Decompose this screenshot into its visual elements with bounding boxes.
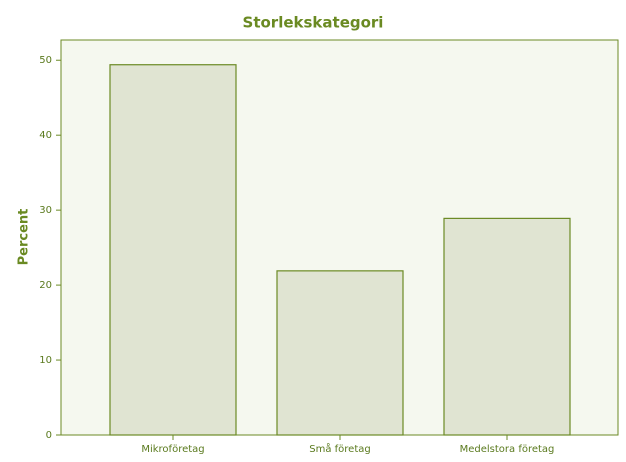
y-tick-label: 0 bbox=[46, 430, 52, 441]
bar bbox=[443, 217, 571, 436]
y-axis-label: Percent bbox=[17, 209, 32, 266]
x-tick-label: Små företag bbox=[309, 442, 370, 455]
chart-title: Storlekskategori bbox=[243, 14, 384, 32]
y-tick-label: 10 bbox=[39, 355, 52, 366]
y-tick-label: 40 bbox=[39, 130, 52, 141]
x-tick-label: Medelstora företag bbox=[460, 444, 555, 455]
x-tick-label: Mikroföretag bbox=[141, 444, 204, 455]
bar bbox=[109, 64, 237, 436]
y-tick-label: 30 bbox=[39, 205, 52, 216]
y-tick-label: 50 bbox=[39, 55, 52, 66]
bar bbox=[276, 270, 404, 436]
y-tick-label: 20 bbox=[39, 280, 52, 291]
